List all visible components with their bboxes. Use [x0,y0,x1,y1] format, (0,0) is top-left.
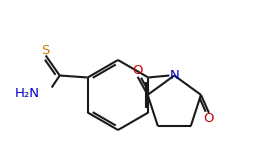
Text: O: O [133,64,143,77]
Text: N: N [169,69,179,82]
Text: S: S [42,44,50,57]
Text: O: O [204,112,214,125]
Text: H₂N: H₂N [15,87,40,100]
